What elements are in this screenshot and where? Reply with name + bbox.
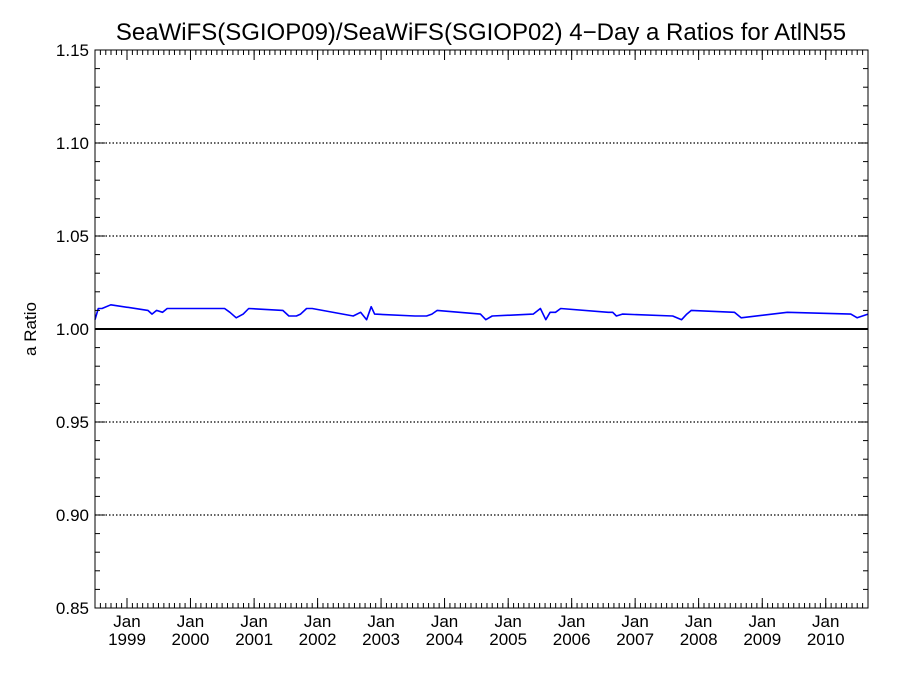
x-tick-month-label: Jan [367,612,394,631]
x-tick-year-label: 2004 [426,630,464,649]
x-tick-year-label: 2008 [680,630,718,649]
x-tick-year-label: 2003 [362,630,400,649]
y-tick-label: 0.95 [56,413,89,432]
x-tick-month-label: Jan [685,612,712,631]
x-tick-year-label: 2007 [616,630,654,649]
x-tick-year-label: 2009 [743,630,781,649]
x-tick-year-label: 2001 [235,630,273,649]
y-tick-label: 0.90 [56,506,89,525]
x-tick-month-label: Jan [304,612,331,631]
x-tick-year-label: 2006 [553,630,591,649]
x-tick-year-label: 1999 [108,630,146,649]
y-tick-label: 1.05 [56,227,89,246]
y-tick-label: 0.85 [56,599,89,618]
x-tick-month-label: Jan [621,612,648,631]
y-tick-label: 1.00 [56,320,89,339]
x-tick-year-label: 2005 [489,630,527,649]
y-tick-label: 1.10 [56,134,89,153]
x-tick-month-label: Jan [113,612,140,631]
x-tick-year-label: 2010 [807,630,845,649]
x-tick-month-label: Jan [494,612,521,631]
x-tick-year-label: 2002 [299,630,337,649]
x-tick-month-label: Jan [240,612,267,631]
x-tick-month-label: Jan [749,612,776,631]
y-tick-label: 1.15 [56,41,89,60]
y-axis-label: a Ratio [21,302,40,356]
x-tick-month-label: Jan [431,612,458,631]
series-line [94,303,869,321]
y-axis: 0.85 0.90 0.95 1.00 1.05 1.10 1.15 [56,41,868,618]
x-tick-month-label: Jan [812,612,839,631]
grid-lines [95,142,868,516]
x-tick-month-label: Jan [177,612,204,631]
x-tick-month-label: Jan [558,612,585,631]
x-tick-year-label: 2000 [172,630,210,649]
x-axis: Jan1999Jan2000Jan2001Jan2002Jan2003Jan20… [99,50,864,649]
series-group [94,303,869,321]
chart-title: SeaWiFS(SGIOP09)/SeaWiFS(SGIOP02) 4−Day … [116,19,846,46]
